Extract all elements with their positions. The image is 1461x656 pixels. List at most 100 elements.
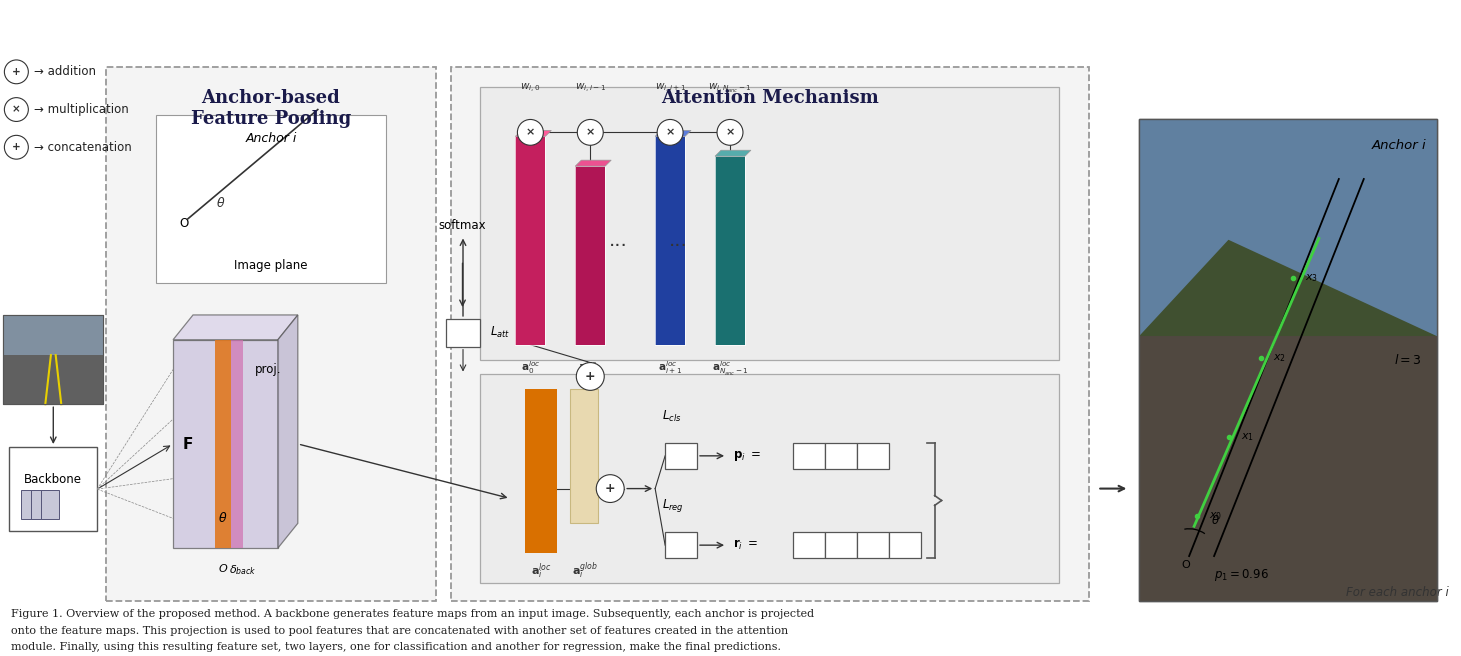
Polygon shape bbox=[576, 160, 611, 166]
Text: module. Finally, using this resulting feature set, two layers, one for classific: module. Finally, using this resulting fe… bbox=[12, 642, 782, 652]
FancyBboxPatch shape bbox=[516, 136, 545, 344]
FancyBboxPatch shape bbox=[825, 443, 856, 469]
Circle shape bbox=[517, 119, 543, 145]
FancyBboxPatch shape bbox=[3, 315, 104, 404]
Text: $\mathbf{F}$: $\mathbf{F}$ bbox=[183, 436, 194, 452]
Text: softmax: softmax bbox=[438, 219, 487, 232]
Text: $x_0$: $x_0$ bbox=[1210, 510, 1223, 522]
Text: $\theta$: $\theta$ bbox=[1211, 514, 1220, 527]
FancyBboxPatch shape bbox=[655, 136, 685, 344]
Text: ×: × bbox=[526, 127, 535, 137]
Polygon shape bbox=[1140, 240, 1436, 336]
Text: O: O bbox=[180, 217, 188, 230]
FancyBboxPatch shape bbox=[665, 443, 697, 469]
Text: $l = 3$: $l = 3$ bbox=[1394, 353, 1422, 367]
Text: $\mathbf{a}^{loc}_{i+1}$: $\mathbf{a}^{loc}_{i+1}$ bbox=[657, 359, 682, 377]
Text: $\mathbf{r}_i\ =$: $\mathbf{r}_i\ =$ bbox=[733, 538, 758, 552]
Circle shape bbox=[4, 98, 28, 121]
Text: Backbone: Backbone bbox=[25, 473, 82, 485]
Text: Image plane: Image plane bbox=[234, 259, 308, 272]
FancyBboxPatch shape bbox=[793, 443, 825, 469]
Polygon shape bbox=[714, 150, 751, 156]
Text: $p_K$: $p_K$ bbox=[865, 450, 880, 462]
Bar bbox=[3, 355, 104, 404]
Text: onto the feature maps. This projection is used to pool features that are concate: onto the feature maps. This projection i… bbox=[12, 626, 789, 636]
Text: ...: ... bbox=[836, 451, 846, 461]
Text: $\theta$: $\theta$ bbox=[216, 195, 225, 210]
Text: ...: ... bbox=[609, 231, 628, 250]
FancyBboxPatch shape bbox=[570, 390, 598, 523]
Circle shape bbox=[596, 475, 624, 502]
FancyBboxPatch shape bbox=[526, 390, 557, 553]
Text: FC: FC bbox=[674, 451, 688, 461]
Circle shape bbox=[576, 363, 605, 390]
Polygon shape bbox=[231, 340, 243, 548]
Circle shape bbox=[577, 119, 603, 145]
Text: $x_{N_{pts}-1}$: $x_{N_{pts}-1}$ bbox=[887, 538, 922, 552]
Text: $\theta$: $\theta$ bbox=[218, 512, 228, 525]
Text: Anchor-based
Feature Pooling: Anchor-based Feature Pooling bbox=[191, 89, 351, 127]
Text: +: + bbox=[12, 142, 20, 152]
Bar bbox=[3, 315, 104, 404]
Text: ×: × bbox=[665, 127, 675, 137]
Text: For each anchor i: For each anchor i bbox=[1346, 586, 1449, 600]
Polygon shape bbox=[655, 131, 691, 136]
Text: $\mathbf{a}^{loc}_i$: $\mathbf{a}^{loc}_i$ bbox=[530, 561, 552, 581]
Text: +: + bbox=[584, 370, 596, 383]
Text: $\delta_{back}$: $\delta_{back}$ bbox=[229, 563, 257, 577]
FancyBboxPatch shape bbox=[665, 532, 697, 558]
FancyBboxPatch shape bbox=[481, 375, 1059, 583]
Bar bbox=[1140, 119, 1436, 336]
Text: FC: FC bbox=[456, 328, 470, 338]
FancyBboxPatch shape bbox=[9, 447, 98, 531]
Circle shape bbox=[717, 119, 744, 145]
Circle shape bbox=[657, 119, 684, 145]
Text: $x_0$: $x_0$ bbox=[834, 539, 847, 551]
Text: ×: × bbox=[725, 127, 735, 137]
FancyBboxPatch shape bbox=[856, 443, 888, 469]
Bar bbox=[3, 315, 104, 355]
FancyBboxPatch shape bbox=[714, 156, 745, 344]
Circle shape bbox=[4, 135, 28, 159]
Polygon shape bbox=[172, 315, 298, 340]
Text: $\mathbf{a}^{loc}_{N_{anc}-1}$: $\mathbf{a}^{loc}_{N_{anc}-1}$ bbox=[712, 359, 748, 378]
FancyBboxPatch shape bbox=[450, 67, 1090, 601]
Text: ×: × bbox=[12, 104, 20, 115]
Text: O: O bbox=[1180, 560, 1189, 570]
Text: $L_{att}$: $L_{att}$ bbox=[491, 325, 511, 340]
Text: $w_{i,0}$: $w_{i,0}$ bbox=[520, 81, 541, 94]
FancyBboxPatch shape bbox=[481, 87, 1059, 359]
Text: $x_1$: $x_1$ bbox=[1240, 431, 1254, 443]
Text: $\mathbf{a}^{glob}_i$: $\mathbf{a}^{glob}_i$ bbox=[573, 560, 599, 581]
FancyBboxPatch shape bbox=[107, 67, 435, 601]
Polygon shape bbox=[172, 340, 278, 548]
Text: ×: × bbox=[586, 127, 595, 137]
FancyBboxPatch shape bbox=[576, 166, 605, 344]
FancyBboxPatch shape bbox=[446, 319, 481, 346]
Polygon shape bbox=[278, 315, 298, 548]
Bar bbox=[1140, 336, 1436, 601]
Text: $\mathbf{a}^{loc}_{i-1}$: $\mathbf{a}^{loc}_{i-1}$ bbox=[579, 359, 602, 377]
Text: ...: ... bbox=[868, 540, 878, 550]
Text: → addition: → addition bbox=[34, 66, 96, 78]
Text: $\mathbf{a}^{loc}_0$: $\mathbf{a}^{loc}_0$ bbox=[520, 359, 541, 377]
FancyBboxPatch shape bbox=[793, 532, 825, 558]
FancyBboxPatch shape bbox=[1140, 119, 1436, 601]
Text: $p_1 = 0.96$: $p_1 = 0.96$ bbox=[1214, 567, 1270, 583]
FancyBboxPatch shape bbox=[31, 489, 50, 520]
Text: ...: ... bbox=[669, 231, 688, 250]
Circle shape bbox=[4, 60, 28, 84]
Text: Figure 1. Overview of the proposed method. A backbone generates feature maps fro: Figure 1. Overview of the proposed metho… bbox=[12, 609, 814, 619]
Text: $l$: $l$ bbox=[806, 539, 811, 551]
Text: $O$: $O$ bbox=[218, 562, 228, 574]
Text: $p_0$: $p_0$ bbox=[802, 450, 815, 462]
Text: Anchor i: Anchor i bbox=[1372, 139, 1427, 152]
Text: Attention Mechanism: Attention Mechanism bbox=[660, 89, 880, 107]
Text: $L_{cls}$: $L_{cls}$ bbox=[662, 409, 682, 424]
Polygon shape bbox=[215, 340, 231, 548]
FancyBboxPatch shape bbox=[856, 532, 888, 558]
FancyBboxPatch shape bbox=[825, 532, 856, 558]
Text: → multiplication: → multiplication bbox=[34, 103, 129, 116]
Text: +: + bbox=[12, 67, 20, 77]
Polygon shape bbox=[516, 131, 551, 136]
